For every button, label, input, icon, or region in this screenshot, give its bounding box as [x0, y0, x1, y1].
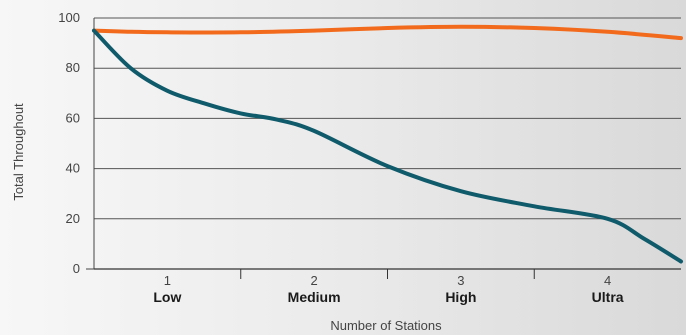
y-tick-label-20: 20 [66, 211, 80, 226]
x-tick-number-4: 4 [604, 273, 611, 288]
y-tick-label-40: 40 [66, 161, 80, 176]
series-lines [92, 24, 683, 264]
y-tick-label-0: 0 [73, 261, 80, 276]
x-category-ultra: Ultra [592, 289, 624, 305]
grid-lines [94, 17, 681, 220]
x-tick-number-2: 2 [311, 273, 318, 288]
y-tick-label-60: 60 [66, 110, 80, 125]
x-axis-title: Number of Stations [330, 318, 442, 333]
y-tick-label-80: 80 [66, 60, 80, 75]
x-tick-number-1: 1 [164, 273, 171, 288]
y-tick-label-100: 100 [58, 10, 80, 25]
x-category-medium: Medium [288, 289, 341, 305]
x-category-high: High [445, 289, 476, 305]
series-line-2 [92, 28, 683, 264]
x-category-low: Low [153, 289, 181, 305]
x-tick-number-3: 3 [457, 273, 464, 288]
y-axis-title: Total Throughout [11, 103, 26, 201]
series-line-1 [92, 24, 683, 41]
axes [86, 18, 681, 279]
